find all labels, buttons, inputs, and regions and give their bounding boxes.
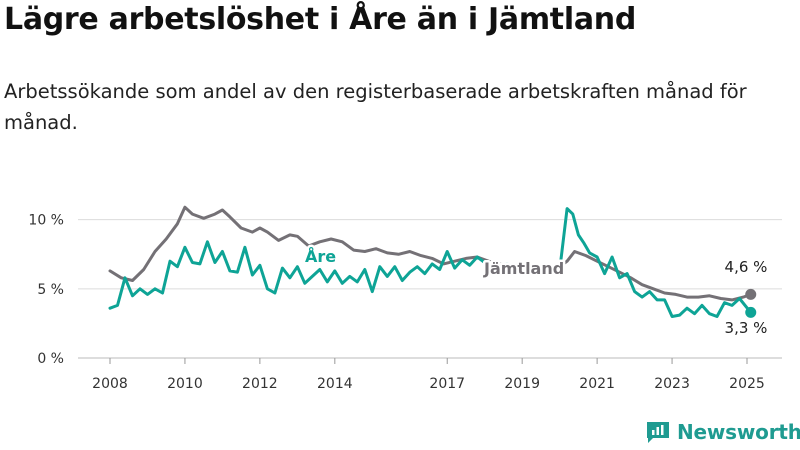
newsworthy-logo-icon xyxy=(647,422,669,443)
chart-title: Lägre arbetslöshet i Åre än i Jämtland xyxy=(4,2,636,37)
x-tick-label: 2012 xyxy=(242,376,278,392)
x-tick-label: 2010 xyxy=(167,376,203,392)
x-tick-label: 2017 xyxy=(429,376,465,392)
series-line-1 xyxy=(108,207,753,318)
x-tick-label: 2014 xyxy=(317,376,353,392)
series-name-label-1: Åre xyxy=(305,247,336,266)
x-axis: 2008 2010 2012 2014 2017 2019 2021 2023 2025 xyxy=(92,358,765,392)
x-tick-label: 2023 xyxy=(654,376,690,392)
series-end-label-1: 3,3 % xyxy=(725,319,768,337)
series-labels: Jämtland Åre 4,6 % 3,3 % xyxy=(303,245,768,338)
gridlines xyxy=(78,219,782,359)
y-tick-label: 5 % xyxy=(37,282,64,298)
x-tick-label: 2025 xyxy=(729,376,765,392)
series-name-label-0: Jämtland xyxy=(483,259,564,278)
chart-subtitle: Arbetssökande som andel av den registerb… xyxy=(4,80,747,134)
x-tick-label: 2021 xyxy=(579,376,615,392)
series-lines xyxy=(108,205,757,318)
series-end-point-1 xyxy=(745,306,757,318)
newsworthy-logo-text: Newsworthy xyxy=(677,420,800,444)
x-tick-label: 2008 xyxy=(92,376,128,392)
y-tick-label: 10 % xyxy=(28,213,64,229)
x-tick-label: 2019 xyxy=(504,376,540,392)
y-axis: 0 % 5 % 10 % xyxy=(28,213,64,367)
series-end-point-0 xyxy=(745,288,757,300)
line-chart: 2008 2010 2012 2014 2017 2019 2021 2023 2025 0 %… xyxy=(28,205,782,392)
series-end-label-0: 4,6 % xyxy=(725,258,768,276)
y-tick-label: 0 % xyxy=(37,351,64,367)
series-line-0 xyxy=(108,205,753,302)
newsworthy-logo: Newsworthy xyxy=(645,420,800,444)
